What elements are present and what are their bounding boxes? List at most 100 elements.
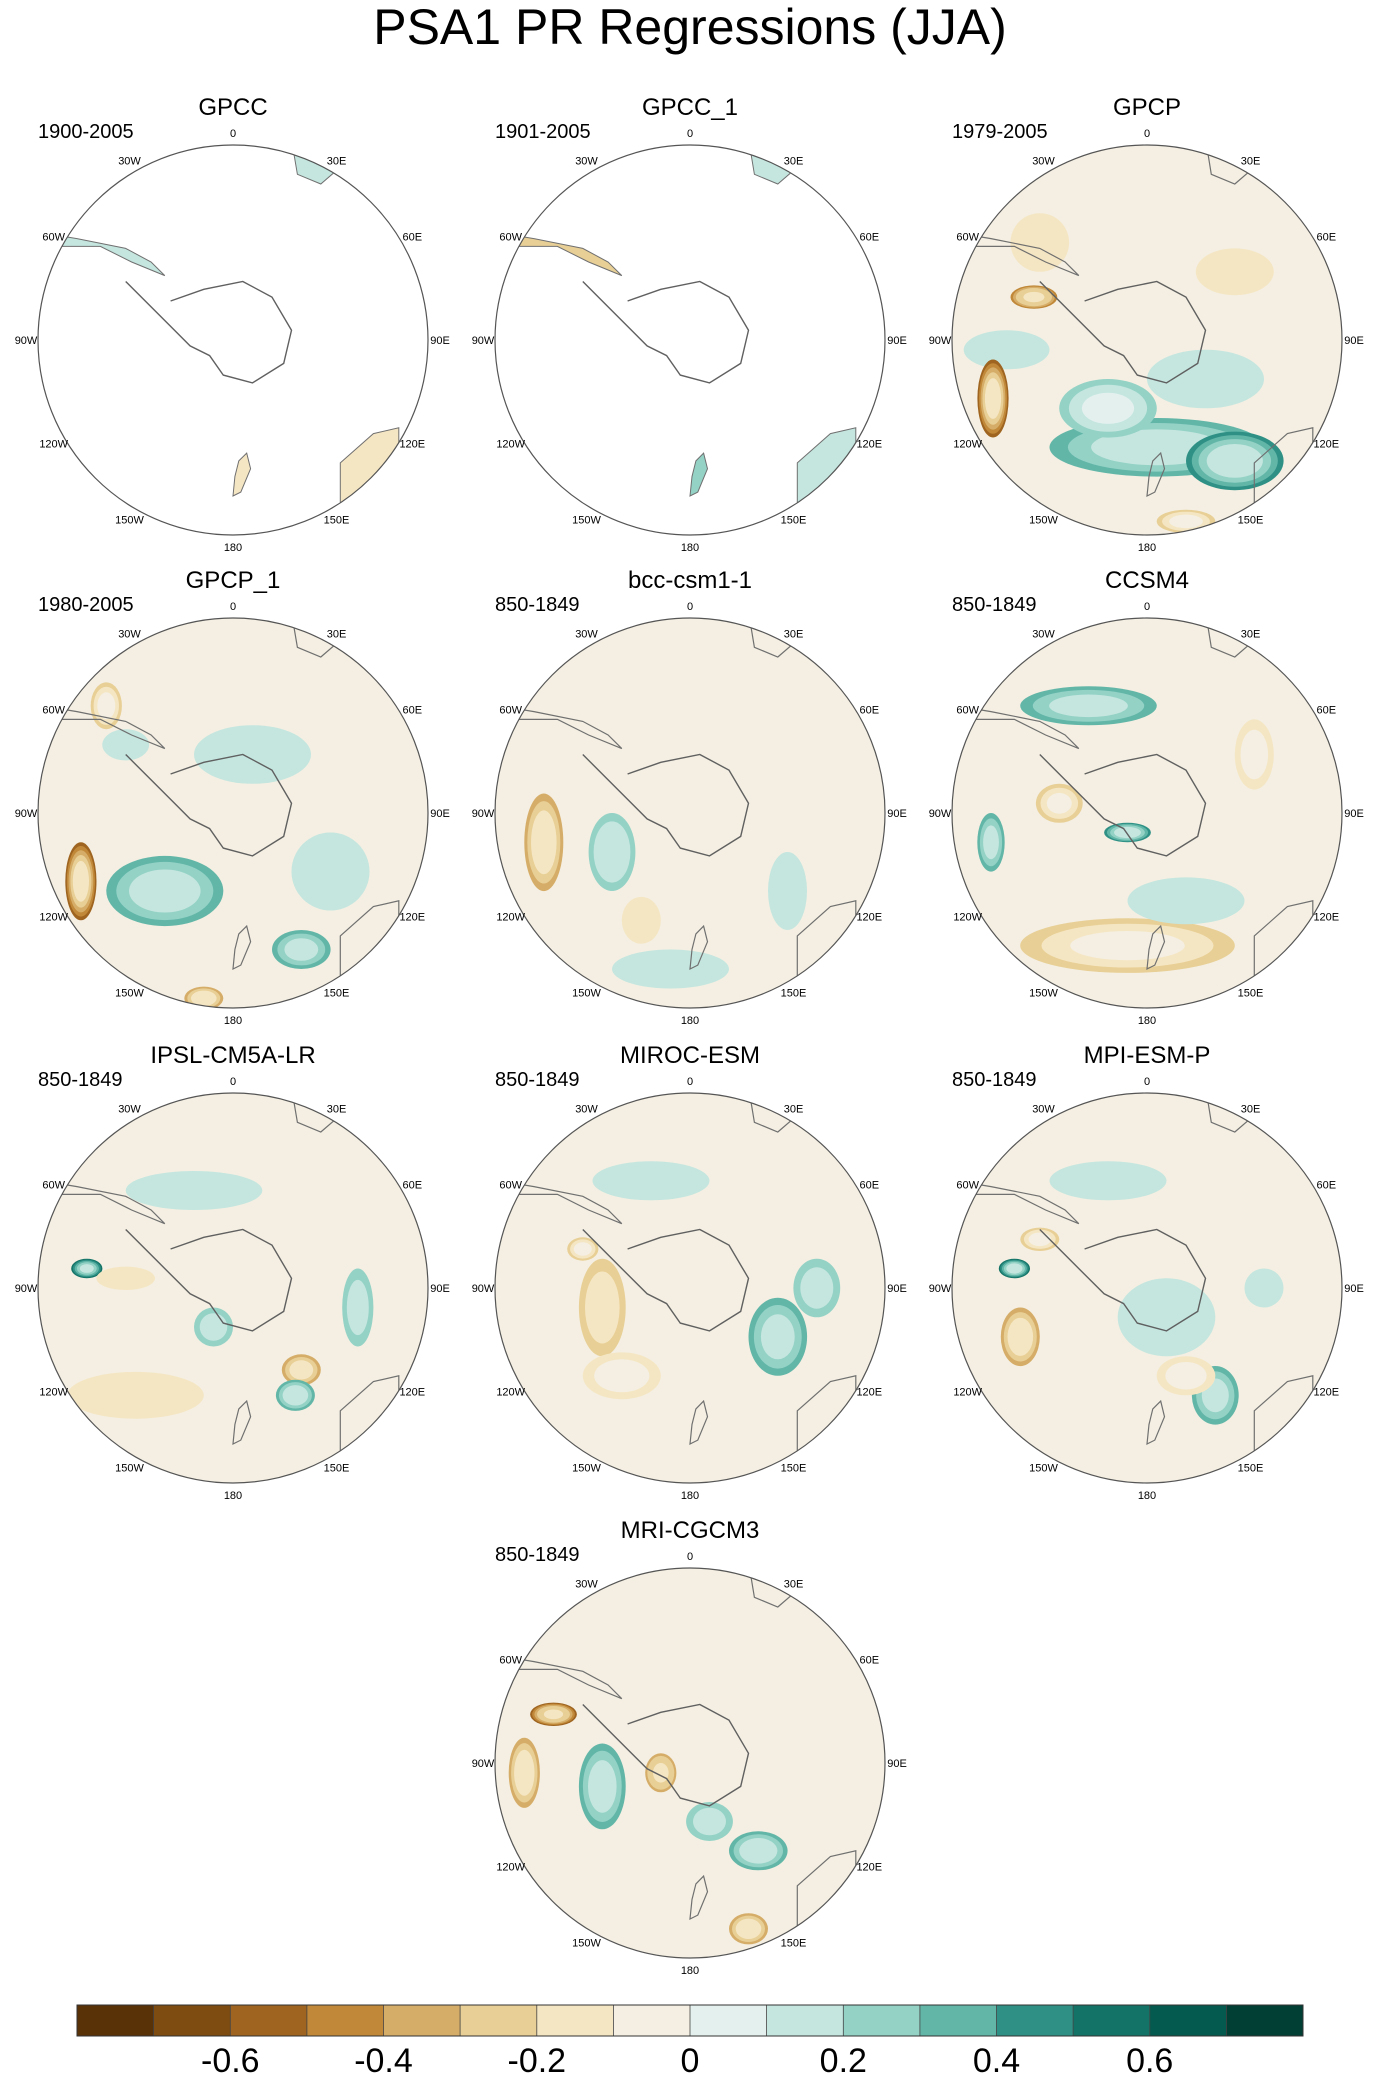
anomaly-blob (79, 1264, 94, 1273)
panel-title: bcc-csm1-1 (628, 567, 752, 594)
anomaly-blob (1117, 1278, 1216, 1357)
lon-label: 120W (39, 912, 68, 924)
coastline-new-zealand (1146, 1399, 1166, 1446)
coastline-new-zealand (1146, 451, 1166, 498)
panel-bcc-csm1-1: 0 30E 60E 90E 120E 150E 180 150W 120W 90W 60W 30W bc… (472, 567, 907, 1027)
antarctica-coastline (125, 1228, 293, 1332)
anomaly-blob (1127, 877, 1245, 925)
panel-title: MRI-CGCM3 (621, 1517, 760, 1544)
lon-label: 120W (496, 439, 525, 451)
land-new-zealand (689, 452, 709, 497)
map-boundary (37, 144, 429, 536)
lon-label: 60W (42, 705, 65, 717)
colorbar-swatch (919, 2005, 997, 2036)
colorbar-swatch (690, 2005, 767, 2036)
lon-label: 150E (781, 514, 807, 526)
anomaly-blob (592, 1161, 710, 1201)
colorbar-swatch (1149, 2005, 1227, 2036)
map-boundary (494, 1567, 886, 1959)
anomaly-blob (963, 330, 1050, 370)
map-field (952, 618, 1342, 1008)
colorbar: -0.6 -0.4 -0.2 0 0.2 0.4 0.6 (76, 2004, 1304, 2080)
lon-label: 60E (403, 1180, 423, 1192)
panel-period: 850-1849 (495, 594, 580, 616)
map-boundary (494, 144, 886, 536)
lon-label: 120E (399, 1387, 425, 1399)
lon-label: 120E (856, 1862, 882, 1874)
anomaly-blob (1195, 248, 1274, 296)
coastline-new-zealand (1146, 924, 1166, 971)
anomaly-blob (983, 825, 999, 860)
lon-label: 30E (784, 156, 804, 168)
lon-label: 60W (42, 1180, 65, 1192)
lon-label: 90W (929, 335, 952, 347)
colorbar-swatch (460, 2005, 538, 2036)
lon-label: 120E (399, 912, 425, 924)
anomaly-blob (282, 1385, 309, 1406)
anomaly-blob (191, 990, 217, 1006)
lon-label: 60E (403, 705, 423, 717)
map-field (495, 618, 885, 1008)
antarctica-coastline (1039, 1228, 1207, 1332)
lon-label: 60E (860, 1180, 880, 1192)
anomaly-blob (543, 1709, 564, 1720)
anomaly-blob (1244, 1268, 1284, 1308)
anomaly-blob (1028, 1232, 1052, 1247)
panel-mri-cgcm3: 0 30E 60E 90E 120E 150E 180 150W 120W 90W 60W 30W MR… (472, 1517, 907, 1977)
base-field (495, 1568, 885, 1958)
lon-label: 60E (403, 232, 423, 244)
lon-label: 180 (681, 1015, 699, 1027)
panel-period: 850-1849 (952, 1069, 1037, 1091)
lon-label: 120E (399, 439, 425, 451)
anomaly-blob (1147, 349, 1264, 409)
panel-title: GPCC (198, 94, 267, 121)
lon-label: 30E (327, 629, 347, 641)
map-boundary (951, 144, 1343, 536)
anomaly-blob (514, 1749, 535, 1796)
coastline-new-zealand (689, 924, 709, 971)
panel-title: CCSM4 (1105, 567, 1189, 594)
lon-label: 120E (856, 439, 882, 451)
colorbar-swatch (536, 2005, 614, 2036)
anomaly-blob (768, 852, 807, 930)
map-field (952, 1093, 1342, 1483)
lon-label: 120W (39, 439, 68, 451)
coastline-new-zealand (232, 1399, 252, 1446)
lon-label: 60W (42, 232, 65, 244)
panel-ipsl-cm5a-lr: 0 30E 60E 90E 120E 150E 180 150W 120W 90W 60W 30W IP… (15, 1042, 450, 1502)
antarctica-coastline (125, 753, 293, 857)
map-boundary (37, 617, 429, 1009)
anomaly-blob (72, 860, 89, 902)
lon-label: 30E (1241, 629, 1261, 641)
panel-period: 1979-2005 (952, 121, 1048, 143)
lon-label: 30E (327, 156, 347, 168)
anomaly-blob (1081, 392, 1135, 424)
anomaly-blob (125, 1171, 263, 1210)
lon-label: 60E (1317, 232, 1337, 244)
lon-label: 90E (430, 1283, 450, 1295)
lon-label: 150E (1238, 1462, 1264, 1474)
lon-label: 150W (115, 1462, 144, 1474)
antarctica-coastline (1039, 753, 1207, 857)
lon-label: 180 (681, 542, 699, 554)
lon-label: 150W (572, 514, 601, 526)
lon-label: 150W (1029, 514, 1058, 526)
panel-grid: 0 30E 60E 90E 120E 150E 180 150W 120W 90W 60W 30W GP… (15, 94, 1364, 1977)
lon-label: 150W (1029, 1462, 1058, 1474)
lon-label: 30E (784, 1579, 804, 1591)
panel-period: 1901-2005 (495, 121, 591, 143)
panel-period: 850-1849 (495, 1069, 580, 1091)
map-field (495, 1568, 885, 1958)
lon-label: 90E (1344, 335, 1364, 347)
lon-label: 60E (1317, 705, 1337, 717)
lon-label: 150W (1029, 987, 1058, 999)
lon-label: 60W (499, 1180, 522, 1192)
anomaly-blob (760, 1314, 795, 1360)
anomaly-blob (67, 1371, 204, 1419)
anomaly-blob (291, 832, 370, 911)
anomaly-blob (1006, 1263, 1023, 1274)
colorbar-swatch (153, 2005, 231, 2036)
lon-label: 150E (781, 987, 807, 999)
colorbar-tick-label: 0 (681, 2042, 700, 2080)
anomaly-blob (531, 810, 557, 875)
